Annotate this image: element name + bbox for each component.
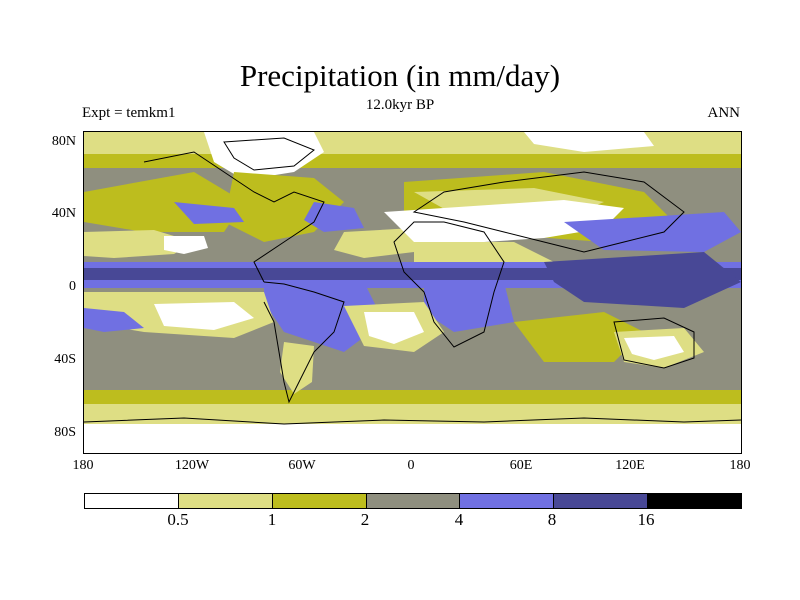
south-pacific-dry-white (154, 302, 254, 330)
eurasia-coast (412, 171, 685, 253)
andes-dry (280, 342, 314, 394)
colorbar-label: 1 (267, 510, 277, 529)
lat-label: 40N (51, 206, 76, 221)
north-america-coast (143, 151, 325, 283)
arctic-olive-band (84, 154, 741, 168)
antarctic-olive-band (84, 390, 741, 404)
colorbar-label: 4 (454, 510, 464, 529)
map-title: Precipitation (in mm/day) (239, 58, 561, 93)
colorbar-label: 2 (360, 510, 370, 529)
australia-coast (613, 317, 695, 369)
australia-dry-white (624, 336, 684, 360)
coastlines (84, 137, 741, 425)
colorbar-swatch (554, 494, 649, 508)
sahara-arabia-dry-white (384, 200, 624, 242)
greenland-dry-zone (204, 132, 324, 180)
lat-label: 80N (51, 134, 76, 149)
lon-label: 180 (729, 458, 751, 473)
spcz-wet (84, 308, 144, 332)
antarctic-white-band (84, 424, 741, 453)
africa-coast (393, 221, 505, 348)
siberia-dry-zone (524, 132, 654, 152)
lat-label: 40S (54, 352, 76, 367)
south-america-coast (263, 281, 345, 404)
north-pacific-storm-wet (174, 202, 244, 224)
lon-label: 60W (288, 458, 316, 473)
colorbar-swatch (460, 494, 555, 508)
congo-wet (424, 282, 514, 332)
indian-ocean-olive (514, 312, 644, 362)
colorbar-swatch (85, 494, 179, 508)
colorbar-swatch (178, 494, 273, 508)
colorbar-swatch (272, 494, 367, 508)
east-asia-wet (564, 212, 741, 252)
south-atlantic-dry-white (364, 312, 424, 344)
lat-label: 0 (69, 279, 76, 294)
lon-label: 0 (407, 458, 415, 473)
experiment-label: Expt = temkm1 (82, 105, 176, 121)
colorbar-swatch (366, 494, 461, 508)
colorbar-label: 16 (637, 510, 655, 529)
maritime-continent-wet (544, 252, 741, 308)
lon-label: 120E (615, 458, 645, 473)
lon-label: 60E (509, 458, 533, 473)
colorbar-label: 0.5 (167, 510, 189, 529)
lon-label: 120W (174, 458, 210, 473)
map-subtitle: 12.0kyr BP (365, 97, 435, 113)
lon-label: 180 (72, 458, 94, 473)
colorbar-label: 8 (547, 510, 557, 529)
precipitation-map (83, 131, 742, 454)
antarctica-coast (84, 417, 741, 425)
greenland-coast (223, 137, 315, 171)
north-pacific-dry-white (164, 236, 208, 254)
gulf-stream-wet (304, 202, 364, 232)
colorbar (84, 493, 742, 509)
season-label: ANN (707, 105, 741, 121)
amazon-wet (264, 282, 384, 352)
colorbar-swatch (648, 494, 742, 508)
map-svg (84, 132, 741, 453)
lat-label: 80S (54, 425, 76, 440)
